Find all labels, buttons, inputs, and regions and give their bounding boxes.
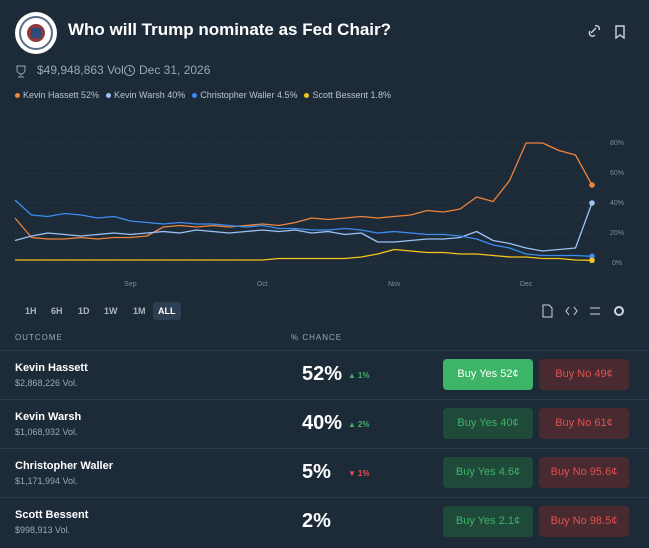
legend-label: Kevin Hassett 52%	[23, 90, 100, 100]
clock-icon	[124, 65, 135, 76]
outcome-row: Scott Bessent $998,913 Vol. 2% Buy Yes 2.1¢…	[0, 497, 649, 547]
time-range-button[interactable]: 6H	[51, 306, 63, 316]
chart-tools[interactable]	[541, 304, 631, 318]
legend-label: Christopher Waller 4.5%	[200, 90, 298, 100]
market-title: Who will Trump nominate as Fed Chair?	[68, 20, 392, 39]
market-icon	[15, 12, 57, 54]
series-end-dot	[589, 253, 595, 260]
chance-change: ▼ 1%	[348, 469, 369, 478]
outcome-volume: $998,913 Vol.	[15, 525, 71, 535]
legend-dot	[15, 93, 20, 99]
change-value: 1%	[357, 371, 370, 380]
outcome-name: Kevin Warsh	[15, 411, 82, 423]
y-tick-label: 80%	[610, 140, 624, 147]
legend-item: Christopher Waller 4.5%	[192, 90, 297, 100]
series-line	[14, 142, 593, 240]
trophy-icon	[16, 65, 26, 78]
buy-yes-button[interactable]: Buy Yes 52¢	[443, 359, 533, 390]
buy-yes-button[interactable]: Buy Yes 2.1¢	[443, 506, 533, 537]
time-range-button[interactable]: 1W	[104, 306, 118, 316]
outcome-row: Kevin Hassett $2,868,226 Vol. 52% ▲ 1% Buy Ye…	[0, 350, 649, 400]
series-line	[14, 202, 593, 252]
outcome-name: Kevin Hassett	[15, 362, 88, 374]
x-tick-label: Sep	[124, 281, 137, 288]
trend-arrow: ▲	[348, 420, 356, 429]
legend-label: Scott Bessent 1.8%	[312, 90, 391, 100]
buy-no-button[interactable]: Buy No 95.6¢	[539, 457, 629, 488]
legend-dot	[106, 93, 112, 99]
x-tick-label: Nov	[388, 281, 401, 288]
outcome-row: Kevin Warsh $1,068,932 Vol. 40% ▲ 2% Buy Yes …	[0, 399, 649, 449]
outcome-volume: $2,868,226 Vol.	[15, 378, 78, 388]
chance-header: % CHANCE	[291, 333, 343, 342]
buy-yes-button[interactable]: Buy Yes 4.6¢	[443, 457, 533, 488]
outcome-volume: $1,171,994 Vol.	[15, 476, 78, 486]
chance-change: ▲ 1%	[348, 371, 369, 380]
buy-no-button[interactable]: Buy No 98.5¢	[539, 506, 629, 537]
y-tick-label: 40%	[610, 200, 624, 207]
series-end-dot	[589, 257, 595, 264]
outcome-row: Christopher Waller $1,171,994 Vol. 5% ▼ 1% Bu…	[0, 448, 649, 498]
y-tick-label: 20%	[610, 230, 624, 237]
series-end-dot	[589, 200, 595, 206]
end-date: Dec 31, 2026	[139, 63, 211, 77]
buy-yes-button[interactable]: Buy Yes 40¢	[443, 408, 533, 439]
change-value: 2%	[357, 420, 370, 429]
buy-no-button[interactable]: Buy No 61¢	[539, 408, 629, 439]
legend-item: Kevin Warsh 40%	[106, 90, 185, 100]
outcome-header: OUTCOME	[15, 333, 63, 342]
series-line	[14, 199, 593, 257]
outcome-chance: 5%	[302, 461, 331, 483]
y-tick-label: 0%	[612, 260, 622, 267]
legend-item: Scott Bessent 1.8%	[304, 90, 391, 100]
time-range-button[interactable]: ALL	[153, 302, 181, 320]
buy-no-button[interactable]: Buy No 49¢	[539, 359, 629, 390]
chance-change: ▲ 2%	[348, 420, 369, 429]
time-range-button[interactable]: 1M	[133, 306, 146, 316]
series-end-dot	[589, 182, 595, 188]
outcome-chance: 52%	[302, 363, 343, 385]
legend: Kevin Hassett 52% Kevin Warsh 40% Christop…	[15, 90, 391, 100]
time-range-button[interactable]: 1D	[78, 306, 90, 316]
volume: $49,948,863 Vol.	[37, 63, 128, 77]
trend-arrow: ▲	[348, 371, 356, 380]
legend-label: Kevin Warsh 40%	[114, 90, 186, 100]
series-line	[15, 248, 593, 261]
outcome-name: Scott Bessent	[15, 509, 89, 521]
trend-arrow: ▼	[348, 469, 356, 478]
x-tick-label: Dec	[520, 281, 533, 288]
outcome-chance: 2%	[302, 510, 331, 532]
change-value: 1%	[357, 469, 370, 478]
x-tick-label: Oct	[257, 281, 268, 288]
legend-dot	[304, 93, 310, 99]
outcome-chance: 40%	[302, 412, 343, 434]
legend-item: Kevin Hassett 52%	[15, 90, 99, 100]
legend-dot	[192, 93, 198, 99]
time-range-button[interactable]: 1H	[25, 306, 37, 316]
outcome-name: Christopher Waller	[15, 460, 113, 472]
price-chart: 0% 20% 40% 60% 80% Sep Oct Nov Dec	[14, 140, 624, 288]
y-tick-label: 60%	[610, 170, 624, 177]
outcome-volume: $1,068,932 Vol.	[15, 427, 78, 437]
header-actions[interactable]	[588, 24, 628, 40]
